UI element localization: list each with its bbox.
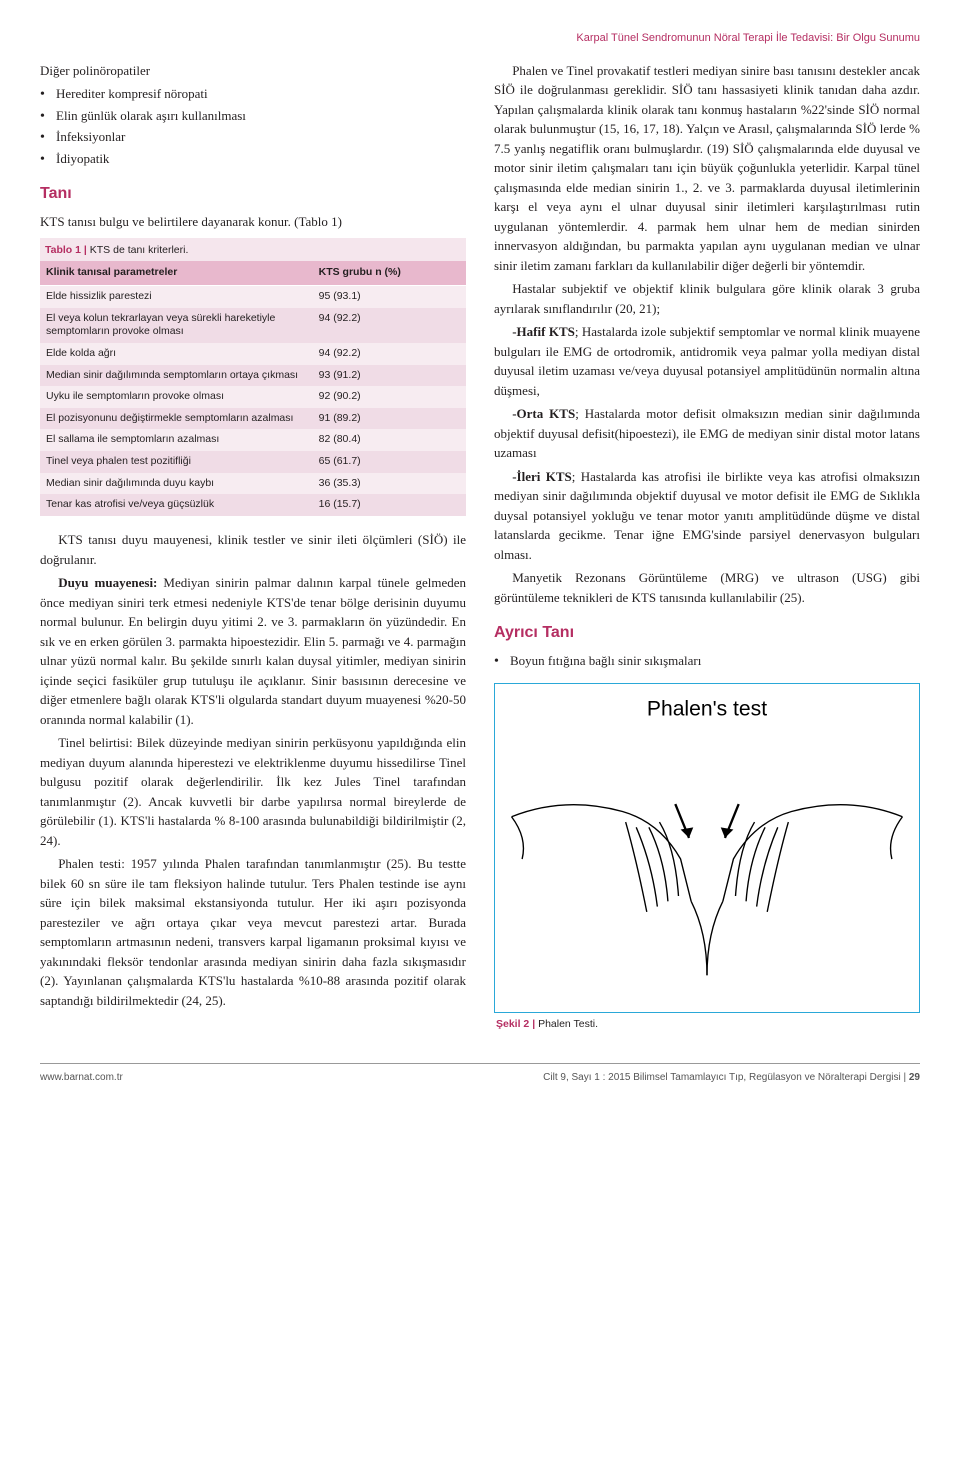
phalen-test-illustration: Phalen's test: [501, 690, 913, 1007]
footer-right: Cilt 9, Sayı 1 : 2015 Bilimsel Tamamlayı…: [543, 1070, 920, 1085]
figure-2: Phalen's test: [494, 683, 920, 1014]
tani-intro: KTS tanısı bulgu ve belirtilere dayanara…: [40, 212, 466, 232]
para-duyu: Duyu muayenesi: Mediyan sinirin palmar d…: [40, 573, 466, 729]
orta-lead: -Orta KTS: [512, 406, 575, 421]
table-row: Median sinir dağılımında semptomların or…: [40, 365, 466, 387]
etiology-list: Herediter kompresif nöropati Elin günlük…: [40, 84, 466, 168]
table-row: Uyku ile semptomların provoke olması92 (…: [40, 386, 466, 408]
page-footer: www.barnat.com.tr Cilt 9, Sayı 1 : 2015 …: [40, 1070, 920, 1085]
table-row: Elde hissizlik parestezi95 (93.1): [40, 286, 466, 308]
list-item: Elin günlük olarak aşırı kullanılması: [40, 106, 466, 126]
fig-caption-sep: |: [529, 1018, 538, 1030]
para-ileri: -İleri KTS; Hastalarda kas atrofisi ile …: [494, 467, 920, 565]
two-column-layout: Diğer polinöropatiler Herediter kompresi…: [40, 61, 920, 1034]
list-item: Herediter kompresif nöropati: [40, 84, 466, 104]
para-r2: Hastalar subjektif ve objektif klinik bu…: [494, 279, 920, 318]
intro-line: Diğer polinöropatiler: [40, 61, 466, 81]
right-column: Phalen ve Tinel provakatif testleri medi…: [494, 61, 920, 1034]
para-orta: -Orta KTS; Hastalarda motor defisit olma…: [494, 404, 920, 463]
section-heading-tani: Tanı: [40, 182, 466, 206]
table-caption-sep: |: [81, 244, 90, 256]
table-row: Median sinir dağılımında duyu kaybı36 (3…: [40, 473, 466, 495]
ileri-lead: -İleri KTS: [512, 469, 572, 484]
section-heading-ayirici: Ayrıcı Tanı: [494, 621, 920, 645]
fig-caption-text: Phalen Testi.: [538, 1018, 598, 1030]
table-row: El sallama ile semptomların azalması82 (…: [40, 429, 466, 451]
duyu-lead: Duyu muayenesi:: [58, 575, 157, 590]
figure-caption: Şekil 2 | Phalen Testi.: [494, 1017, 920, 1033]
running-head: Karpal Tünel Sendromunun Nöral Terapi İl…: [40, 30, 920, 47]
para-phalen: Phalen testi: 1957 yılında Phalen tarafı…: [40, 854, 466, 1010]
para-tinel: Tinel belirtisi: Bilek düzeyinde mediyan…: [40, 733, 466, 850]
table-row: Tenar kas atrofisi ve/veya güçsüzlük16 (…: [40, 494, 466, 516]
figure-title: Phalen's test: [647, 697, 767, 720]
footer-left: www.barnat.com.tr: [40, 1070, 123, 1085]
hafif-lead: -Hafif KTS: [512, 324, 575, 339]
table-row: El pozisyonunu değiştirmekle semptomları…: [40, 408, 466, 430]
footer-rule: [40, 1063, 920, 1064]
table-caption: Tablo 1 | KTS de tanı kriterleri.: [40, 238, 466, 262]
table-row: El veya kolun tekrarlayan veya sürekli h…: [40, 308, 466, 343]
page-number: 29: [909, 1072, 920, 1083]
table-1: Tablo 1 | KTS de tanı kriterleri. Klinik…: [40, 238, 466, 517]
list-item: İdiyopatik: [40, 149, 466, 169]
para-r1: Phalen ve Tinel provakatif testleri medi…: [494, 61, 920, 276]
fig-caption-label: Şekil 2: [496, 1018, 529, 1030]
duyu-text: Mediyan sinirin palmar dalının karpal tü…: [40, 575, 466, 727]
list-item: Boyun fıtığına bağlı sinir sıkışmaları: [494, 651, 920, 671]
list-item: İnfeksiyonlar: [40, 127, 466, 147]
para-hafif: -Hafif KTS; Hastalarda izole subjektif s…: [494, 322, 920, 400]
para-mrg: Manyetik Rezonans Görüntüleme (MRG) ve u…: [494, 568, 920, 607]
ayirici-list: Boyun fıtığına bağlı sinir sıkışmaları: [494, 651, 920, 671]
th-value: KTS grubu n (%): [313, 261, 466, 285]
th-parameter: Klinik tanısal parametreler: [40, 261, 313, 285]
table-caption-label: Tablo 1: [45, 244, 81, 256]
table-row: Elde kolda ağrı94 (92.2): [40, 343, 466, 365]
left-column: Diğer polinöropatiler Herediter kompresi…: [40, 61, 466, 1034]
table-row: Tinel veya phalen test pozitifliği65 (61…: [40, 451, 466, 473]
table-caption-title: KTS de tanı kriterleri.: [90, 244, 189, 256]
table-body: Elde hissizlik parestezi95 (93.1) El vey…: [40, 286, 466, 517]
para-after-table: KTS tanısı duyu mauyenesi, klinik testle…: [40, 530, 466, 569]
